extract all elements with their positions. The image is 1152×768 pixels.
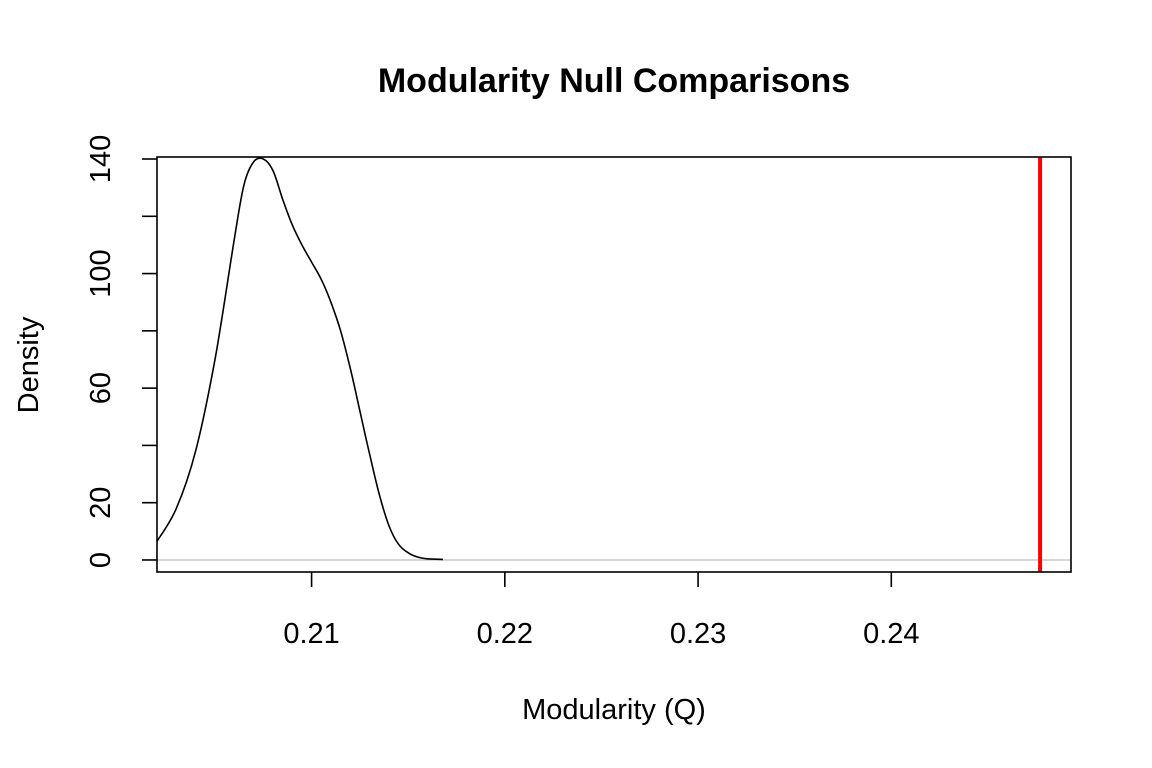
y-axis-label: Density	[13, 316, 45, 413]
y-tick-label: 140	[85, 135, 117, 183]
chart-title: Modularity Null Comparisons	[378, 62, 850, 100]
x-tick-label: 0.23	[670, 618, 726, 650]
density-curve	[157, 157, 444, 561]
y-tick-label: 100	[85, 249, 117, 297]
plot-frame	[156, 156, 1072, 573]
x-tick-label: 0.21	[283, 618, 339, 650]
y-tick-label: 0	[85, 552, 117, 568]
plot-area: 0.21 0.22 0.23 0.24 0 20 60 100 140	[85, 135, 1072, 650]
y-tick-label: 60	[85, 372, 117, 404]
x-tick-label: 0.24	[863, 618, 919, 650]
x-tick-label: 0.22	[477, 618, 533, 650]
y-tick-label: 20	[85, 487, 117, 519]
x-axis-label: Modularity (Q)	[522, 694, 706, 726]
